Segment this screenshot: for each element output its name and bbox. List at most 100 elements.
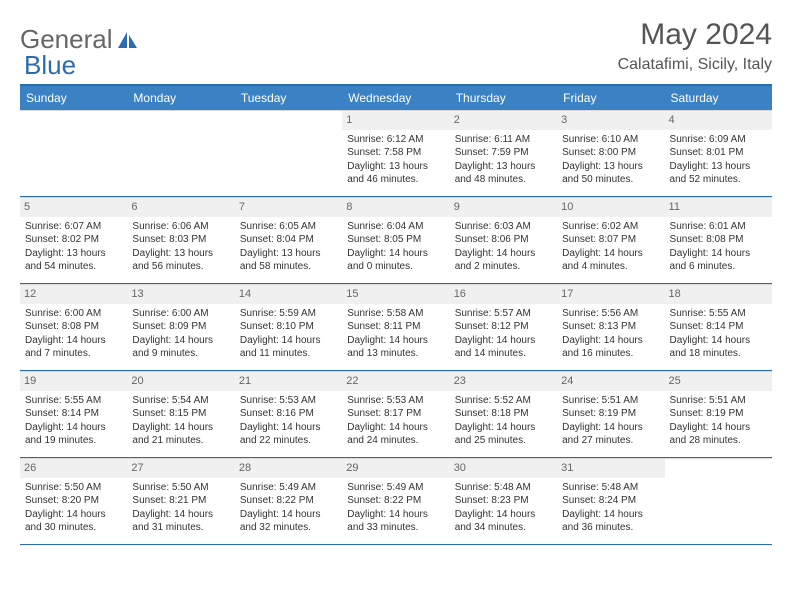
sunrise-text: Sunrise: 5:53 AM [347,394,444,408]
daylight-text: and 27 minutes. [562,434,659,448]
day-number: 9 [450,198,557,217]
day-number: 18 [665,285,772,304]
day-cell: 13Sunrise: 6:00 AMSunset: 8:09 PMDayligh… [127,284,234,370]
daylight-text: and 24 minutes. [347,434,444,448]
sunset-text: Sunset: 8:09 PM [132,320,229,334]
daylight-text: Daylight: 14 hours [670,247,767,261]
day-header: Friday [557,86,664,110]
daylight-text: Daylight: 14 hours [132,508,229,522]
daylight-text: Daylight: 14 hours [562,421,659,435]
sunrise-text: Sunrise: 5:55 AM [25,394,122,408]
day-cell: 29Sunrise: 5:49 AMSunset: 8:22 PMDayligh… [342,458,449,544]
daylight-text: and 56 minutes. [132,260,229,274]
daylight-text: Daylight: 14 hours [455,247,552,261]
daylight-text: and 9 minutes. [132,347,229,361]
sunrise-text: Sunrise: 5:50 AM [132,481,229,495]
day-cell: 6Sunrise: 6:06 AMSunset: 8:03 PMDaylight… [127,197,234,283]
sunset-text: Sunset: 8:10 PM [240,320,337,334]
daylight-text: Daylight: 14 hours [455,421,552,435]
sunset-text: Sunset: 8:16 PM [240,407,337,421]
day-cell: 25Sunrise: 5:51 AMSunset: 8:19 PMDayligh… [665,371,772,457]
sunset-text: Sunset: 8:11 PM [347,320,444,334]
daylight-text: and 4 minutes. [562,260,659,274]
day-number: 23 [450,372,557,391]
daylight-text: Daylight: 14 hours [562,508,659,522]
sunrise-text: Sunrise: 5:59 AM [240,307,337,321]
day-cell: 19Sunrise: 5:55 AMSunset: 8:14 PMDayligh… [20,371,127,457]
day-cell: 5Sunrise: 6:07 AMSunset: 8:02 PMDaylight… [20,197,127,283]
sunset-text: Sunset: 8:19 PM [562,407,659,421]
daylight-text: and 54 minutes. [25,260,122,274]
day-header: Wednesday [342,86,449,110]
daylight-text: Daylight: 14 hours [25,508,122,522]
sunrise-text: Sunrise: 6:00 AM [132,307,229,321]
daylight-text: and 48 minutes. [455,173,552,187]
daylight-text: Daylight: 14 hours [132,421,229,435]
day-number: 15 [342,285,449,304]
day-header: Saturday [665,86,772,110]
daylight-text: and 50 minutes. [562,173,659,187]
daylight-text: and 0 minutes. [347,260,444,274]
day-number: 11 [665,198,772,217]
daylight-text: Daylight: 13 hours [240,247,337,261]
day-header: Tuesday [235,86,342,110]
sunset-text: Sunset: 8:03 PM [132,233,229,247]
daylight-text: Daylight: 14 hours [455,508,552,522]
sunset-text: Sunset: 8:08 PM [25,320,122,334]
sunset-text: Sunset: 8:14 PM [25,407,122,421]
sunset-text: Sunset: 7:59 PM [455,146,552,160]
sunset-text: Sunset: 8:07 PM [562,233,659,247]
header: General May 2024 Calatafimi, Sicily, Ita… [20,18,772,74]
day-cell: 4Sunrise: 6:09 AMSunset: 8:01 PMDaylight… [665,110,772,196]
daylight-text: Daylight: 14 hours [562,334,659,348]
sunrise-text: Sunrise: 6:03 AM [455,220,552,234]
calendar: SundayMondayTuesdayWednesdayThursdayFrid… [20,84,772,545]
day-number: 29 [342,459,449,478]
sunset-text: Sunset: 8:00 PM [562,146,659,160]
sunrise-text: Sunrise: 6:05 AM [240,220,337,234]
daylight-text: Daylight: 13 hours [670,160,767,174]
day-number: 20 [127,372,234,391]
day-number: 7 [235,198,342,217]
day-number: 31 [557,459,664,478]
day-cell: 23 Sunrise: 5:52 AMSunset: 8:18 PMDayligh… [450,371,557,457]
daylight-text: and 25 minutes. [455,434,552,448]
daylight-text: Daylight: 14 hours [240,421,337,435]
daylight-text: Daylight: 14 hours [132,334,229,348]
daylight-text: and 58 minutes. [240,260,337,274]
day-cell: 9Sunrise: 6:03 AMSunset: 8:06 PMDaylight… [450,197,557,283]
sunrise-text: Sunrise: 5:51 AM [670,394,767,408]
daylight-text: and 34 minutes. [455,521,552,535]
sunset-text: Sunset: 8:20 PM [25,494,122,508]
day-cell: 16Sunrise: 5:57 AMSunset: 8:12 PMDayligh… [450,284,557,370]
sunset-text: Sunset: 8:18 PM [455,407,552,421]
daylight-text: Daylight: 14 hours [670,421,767,435]
day-number: 16 [450,285,557,304]
day-number: 21 [235,372,342,391]
daylight-text: and 19 minutes. [25,434,122,448]
day-number: 4 [665,111,772,130]
sunrise-text: Sunrise: 6:00 AM [25,307,122,321]
sunset-text: Sunset: 8:17 PM [347,407,444,421]
sunrise-text: Sunrise: 6:02 AM [562,220,659,234]
day-number: 3 [557,111,664,130]
sunrise-text: Sunrise: 6:07 AM [25,220,122,234]
sunset-text: Sunset: 8:22 PM [347,494,444,508]
sunrise-text: Sunrise: 5:55 AM [670,307,767,321]
sunrise-text: Sunrise: 6:01 AM [670,220,767,234]
daylight-text: and 21 minutes. [132,434,229,448]
day-number: 10 [557,198,664,217]
daylight-text: and 30 minutes. [25,521,122,535]
sunrise-text: Sunrise: 5:57 AM [455,307,552,321]
daylight-text: and 52 minutes. [670,173,767,187]
day-cell: 18Sunrise: 5:55 AMSunset: 8:14 PMDayligh… [665,284,772,370]
sunrise-text: Sunrise: 5:52 AM [455,394,552,408]
logo-text-2: Blue [24,50,76,81]
daylight-text: Daylight: 13 hours [347,160,444,174]
daylight-text: and 28 minutes. [670,434,767,448]
sunrise-text: Sunrise: 6:09 AM [670,133,767,147]
daylight-text: Daylight: 13 hours [132,247,229,261]
logo-line2: Blue [24,44,76,81]
day-number: 24 [557,372,664,391]
day-number: 1 [342,111,449,130]
